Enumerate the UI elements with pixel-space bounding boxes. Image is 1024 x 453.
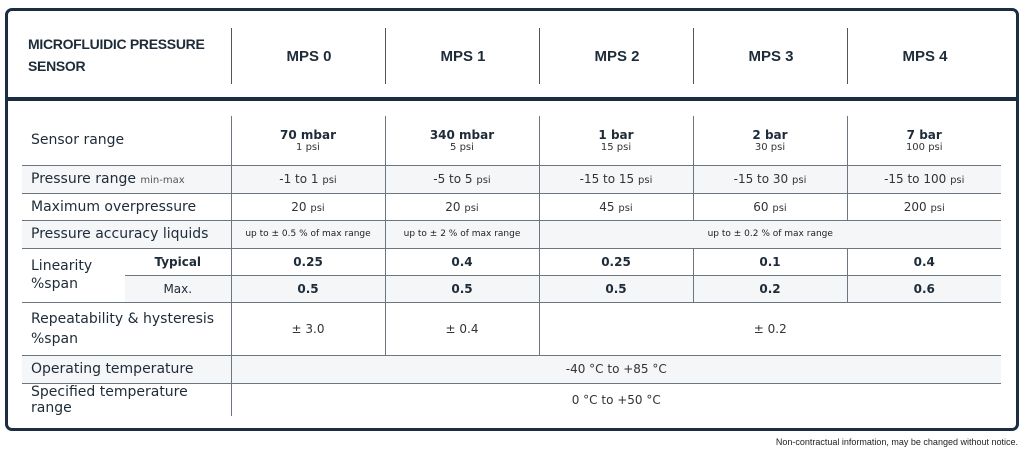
cell: -5 to 5 psi: [384, 164, 539, 193]
model-mps1: MPS 1: [385, 28, 540, 84]
table-title: MICROFLUIDIC PRESSURE SENSOR: [28, 36, 205, 74]
row-sensor-range: Sensor range 70 mbar 1 psi 340 mbar 5 psi …: [22, 116, 1001, 165]
row-label: Pressure accuracy liquids: [22, 219, 231, 248]
cell: 0 °C to +50 °C: [230, 382, 1001, 416]
row-repeatability: Repeatability & hysteresis %span ± 3.0 ±…: [22, 301, 1001, 355]
cell: 0.25: [538, 247, 693, 275]
row-operating-temp: Operating temperature -40 °C to +85 °C: [22, 354, 1001, 383]
cell: 0.5: [538, 274, 693, 302]
cell: 0.6: [846, 274, 1001, 302]
sublabel-typical: Typical: [125, 247, 231, 275]
row-label: Sensor range: [31, 132, 125, 149]
cell: ± 0.4: [384, 301, 539, 355]
sublabel-max: Max.: [125, 274, 231, 302]
row-accuracy: Pressure accuracy liquids up to ± 0.5 % …: [22, 219, 1001, 248]
cell: 1 bar 15 psi: [538, 116, 693, 165]
row-label: Specified temperature range: [22, 382, 231, 416]
row-pressure-range: Pressure range min-max -1 to 1 psi -5 to…: [22, 164, 1001, 193]
model-mps0: MPS 0: [231, 28, 386, 84]
cell: 0.4: [384, 247, 539, 275]
cell: 20 psi: [384, 192, 539, 220]
row-label: Repeatability & hysteresis %span: [22, 301, 231, 355]
cell: 200 psi: [846, 192, 1001, 220]
cell: 0.4: [846, 247, 1001, 275]
cell: -15 to 30 psi: [692, 164, 847, 193]
table-header: MICROFLUIDIC PRESSURE SENSOR MPS 0 MPS 1…: [8, 11, 1016, 101]
row-specified-temp: Specified temperature range 0 °C to +50 …: [22, 382, 1001, 416]
cell: ± 3.0: [230, 301, 385, 355]
row-label: Operating temperature: [22, 354, 231, 383]
cell: up to ± 2 % of max range: [384, 219, 539, 248]
row-linearity-typical: Linearity %span Typical 0.25 0.4 0.25 0.…: [22, 247, 1001, 302]
cell: 70 mbar 1 psi: [230, 116, 385, 165]
cell: ± 0.2: [538, 301, 1001, 355]
row-label: Maximum overpressure: [22, 192, 231, 220]
cell: 0.5: [384, 274, 539, 302]
cell: up to ± 0.2 % of max range: [538, 219, 1001, 248]
footnote: Non-contractual information, may be chan…: [775, 437, 1018, 447]
model-mps4: MPS 4: [847, 28, 1002, 84]
cell: 340 mbar 5 psi: [384, 116, 539, 165]
cell: -1 to 1 psi: [230, 164, 385, 193]
cell: 0.1: [692, 247, 847, 275]
spec-table-frame: MICROFLUIDIC PRESSURE SENSOR MPS 0 MPS 1…: [5, 8, 1019, 431]
cell: 20 psi: [230, 192, 385, 220]
row-label: Pressure range min-max: [22, 164, 231, 193]
row-overpressure: Maximum overpressure 20 psi 20 psi 45 ps…: [22, 192, 1001, 220]
cell: 60 psi: [692, 192, 847, 220]
row-label: Linearity %span: [22, 247, 125, 302]
cell: 2 bar 30 psi: [692, 116, 847, 165]
cell: -40 °C to +85 °C: [230, 354, 1001, 383]
cell: up to ± 0.5 % of max range: [230, 219, 385, 248]
row-linearity-max: Max. 0.5 0.5 0.5 0.2 0.6: [22, 274, 1001, 302]
spec-table: Sensor range 70 mbar 1 psi 340 mbar 5 psi …: [22, 116, 1001, 416]
cell: -15 to 15 psi: [538, 164, 693, 193]
cell: 0.2: [692, 274, 847, 302]
model-mps3: MPS 3: [693, 28, 848, 84]
cell: 45 psi: [538, 192, 693, 220]
cell: 0.5: [230, 274, 385, 302]
cell: -15 to 100 psi: [846, 164, 1001, 193]
cell: 0.25: [230, 247, 385, 275]
cell: 7 bar 100 psi: [846, 116, 1001, 165]
model-mps2: MPS 2: [539, 28, 694, 84]
